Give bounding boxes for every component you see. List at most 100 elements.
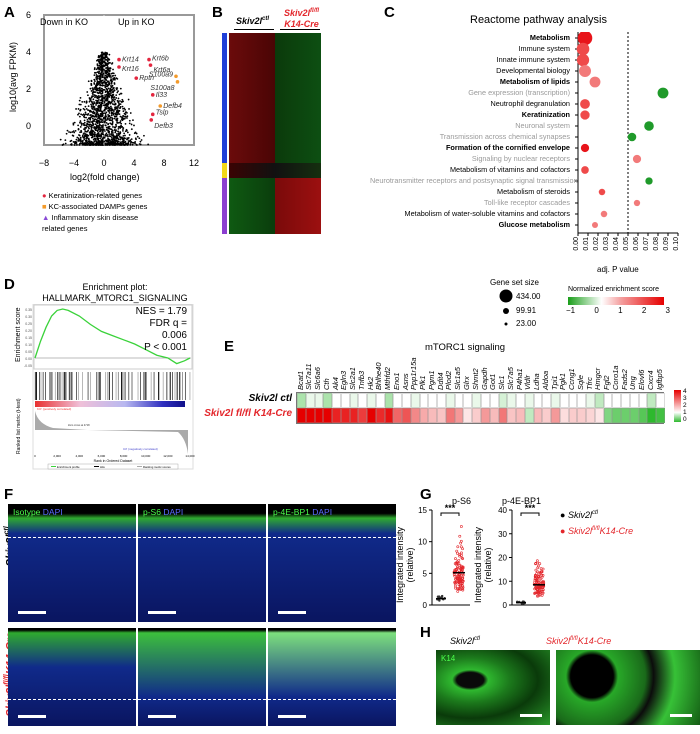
gene-point: [115, 97, 118, 99]
gene-point: [77, 108, 80, 110]
gene-point: [107, 107, 110, 110]
gene-point: [77, 139, 80, 142]
ko-point: [458, 573, 462, 577]
legend-label: Ranking metric scores: [143, 465, 171, 469]
gene-point: [103, 121, 105, 123]
gene-point: [75, 144, 78, 146]
annotation: Zero cross at 4718: [68, 423, 90, 427]
gene-point: [117, 101, 120, 104]
heatmap-cell: [332, 393, 341, 408]
gene-point: [98, 101, 101, 104]
gene-point: [114, 74, 117, 77]
pathway-label: Glucose metabolism: [498, 220, 570, 229]
x-tick: 0: [34, 454, 36, 458]
ko-point: [453, 568, 457, 572]
gene-point: [122, 134, 125, 137]
gene-point: [100, 106, 102, 109]
pathway-dot: [598, 188, 606, 196]
gene-point: [82, 132, 85, 135]
heatmap-cell: [349, 408, 359, 423]
gene-point: [107, 135, 109, 138]
k14-label: K14: [441, 654, 456, 663]
gene-point: [116, 108, 119, 110]
gene-point: [85, 140, 88, 143]
gene-point: [116, 140, 119, 142]
ko-point: [537, 574, 540, 578]
gene-label: Krt14: [122, 57, 139, 64]
heatmap-cell: [594, 393, 604, 408]
gene-point: [92, 112, 94, 114]
heatmap-cell: [437, 408, 446, 423]
gene-point: [62, 143, 65, 146]
pathway-dot: [632, 154, 642, 164]
gene-point: [120, 92, 123, 95]
gene-point: [110, 136, 113, 139]
gene-point: [122, 127, 125, 129]
legend-inflammatory: Inflammatory skin disease related genes: [42, 213, 139, 233]
heatmap-ctl-label: Skiv2lctl: [236, 16, 270, 26]
gene-point: [100, 124, 102, 127]
y-tick-label: 20: [498, 554, 507, 563]
gene-point: [114, 113, 117, 116]
gene-point: [91, 117, 94, 120]
gene-point: [96, 84, 99, 86]
ko-point: [541, 588, 545, 592]
y-tick-label: 15: [418, 506, 427, 515]
gene-point: [121, 105, 124, 108]
gene-point: [80, 131, 83, 133]
heatmap-cell: [428, 393, 438, 408]
ko-point: [457, 587, 461, 590]
gene-label: Tslp: [156, 109, 169, 116]
gene-point: [124, 140, 127, 143]
gene-point: [99, 77, 101, 80]
gene-point: [95, 120, 98, 123]
heatmap-cell: [349, 393, 359, 408]
gene-point: [98, 64, 101, 67]
gene-point: [124, 134, 126, 137]
x-tick-label: 0.09: [663, 237, 670, 251]
gene-point: [110, 85, 113, 88]
gene-point: [109, 116, 112, 119]
gene-point: [86, 141, 89, 144]
gene-point: [130, 128, 133, 131]
gene-point: [90, 79, 93, 82]
gene-point: [70, 143, 73, 146]
gene-point: [106, 57, 109, 60]
legend-damps: KC-associated DAMPs genes: [48, 202, 148, 211]
x-tick: 2,000: [53, 454, 61, 458]
heatmap-cell: [297, 393, 306, 408]
heatmap-cell: [481, 393, 490, 408]
x-tick-label: 0.03: [603, 237, 610, 251]
x-tick-label: 0.01: [583, 237, 590, 251]
size-legend-values: 434.00 99.91 23.00: [516, 292, 541, 328]
ko-point: [534, 574, 537, 578]
gene-point: [118, 103, 121, 106]
pathway-dot: [576, 42, 590, 56]
gene-point: [79, 121, 81, 124]
panel-label-c: C: [384, 4, 395, 21]
gene-point: [84, 130, 87, 133]
heatmap-cell: [629, 408, 639, 423]
gene-point: [95, 101, 98, 104]
gene-point: [80, 124, 83, 126]
p4ebp1-ylabel: Integrated intensity (relative): [473, 526, 493, 604]
gene-point: [105, 93, 108, 96]
gene-point: [121, 116, 123, 118]
gene-point: [99, 127, 102, 130]
gene-point: [105, 122, 108, 124]
heatmap-scale-bar: [674, 390, 681, 422]
ko-point: [456, 589, 460, 593]
gene-label: Slc7a5: [505, 367, 515, 390]
gene-point: [95, 134, 98, 136]
gene-label: Mthfd2: [383, 367, 393, 390]
gene-point: [99, 60, 101, 62]
p4ebp1-title: p-4E-BP1: [502, 496, 542, 506]
ko-point: [536, 566, 540, 570]
gene-point: [109, 67, 111, 70]
gene-point: [111, 98, 114, 101]
gene-point: [102, 138, 105, 141]
scale-bar: [278, 611, 306, 614]
gene-point: [74, 140, 77, 143]
x-tick: 14,000: [185, 454, 195, 458]
gene-point: [78, 142, 81, 145]
